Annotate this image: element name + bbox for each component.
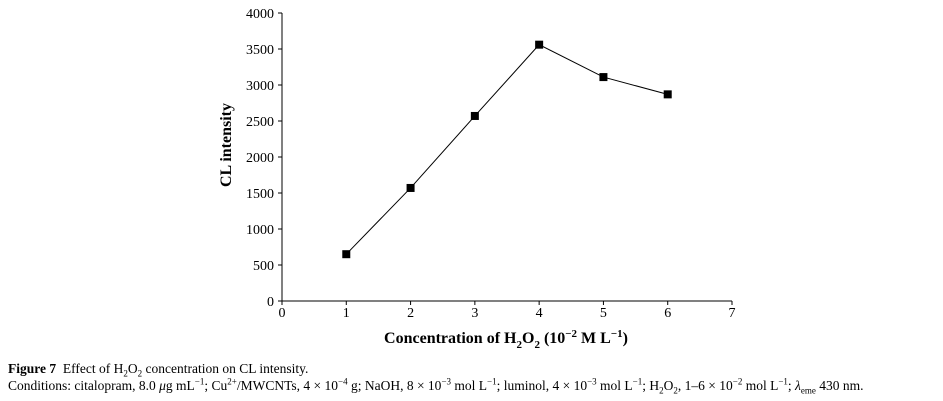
data-point-marker — [599, 73, 608, 82]
x-tick-label: 4 — [536, 306, 543, 321]
figure-caption-conditions: Conditions: citalopram, 8.0 μg mL−1; Cu2… — [8, 376, 864, 396]
y-tick-label: 1500 — [246, 187, 274, 202]
data-point-marker — [342, 250, 351, 259]
y-tick-label: 1000 — [246, 223, 274, 238]
x-tick-label: 5 — [600, 306, 607, 321]
data-point-marker — [406, 183, 415, 192]
figure-caption-title: Figure 7 Effect of H2O2 concentration on… — [8, 360, 309, 379]
y-tick-label: 500 — [253, 259, 274, 274]
data-point-marker — [663, 90, 672, 99]
y-axis-label: CL intensity — [218, 103, 235, 187]
x-tick-label: 1 — [343, 306, 350, 321]
x-tick-label: 2 — [407, 306, 414, 321]
y-tick-label: 0 — [267, 295, 274, 310]
y-tick-label: 3500 — [246, 43, 274, 58]
chart: 0 500 1000 1500 2000 2500 3000 3500 4000 0 1 2 3 4 5 6… — [218, 7, 736, 351]
x-axis-ticks: 0 1 2 3 4 5 6 7 — [279, 301, 736, 321]
series-group — [342, 40, 672, 259]
y-tick-label: 3000 — [246, 79, 274, 94]
y-axis-ticks: 0 500 1000 1500 2000 2500 3000 3500 4000 — [246, 7, 282, 310]
x-axis-label: Concentration of H2O2 (10−2 M L−1) — [384, 328, 628, 351]
figure-label: Figure 7 — [8, 361, 57, 376]
y-tick-label: 2000 — [246, 151, 274, 166]
x-tick-label: 7 — [729, 306, 736, 321]
x-tick-label: 0 — [279, 306, 286, 321]
y-tick-label: 4000 — [246, 7, 274, 22]
data-point-marker — [470, 111, 479, 120]
y-tick-label: 2500 — [246, 115, 274, 130]
data-point-marker — [535, 40, 544, 49]
figure-title: Effect of H2O2 concentration on CL inten… — [62, 361, 309, 379]
x-tick-label: 6 — [664, 306, 671, 321]
x-tick-label: 3 — [471, 306, 478, 321]
series-line — [345, 44, 668, 255]
